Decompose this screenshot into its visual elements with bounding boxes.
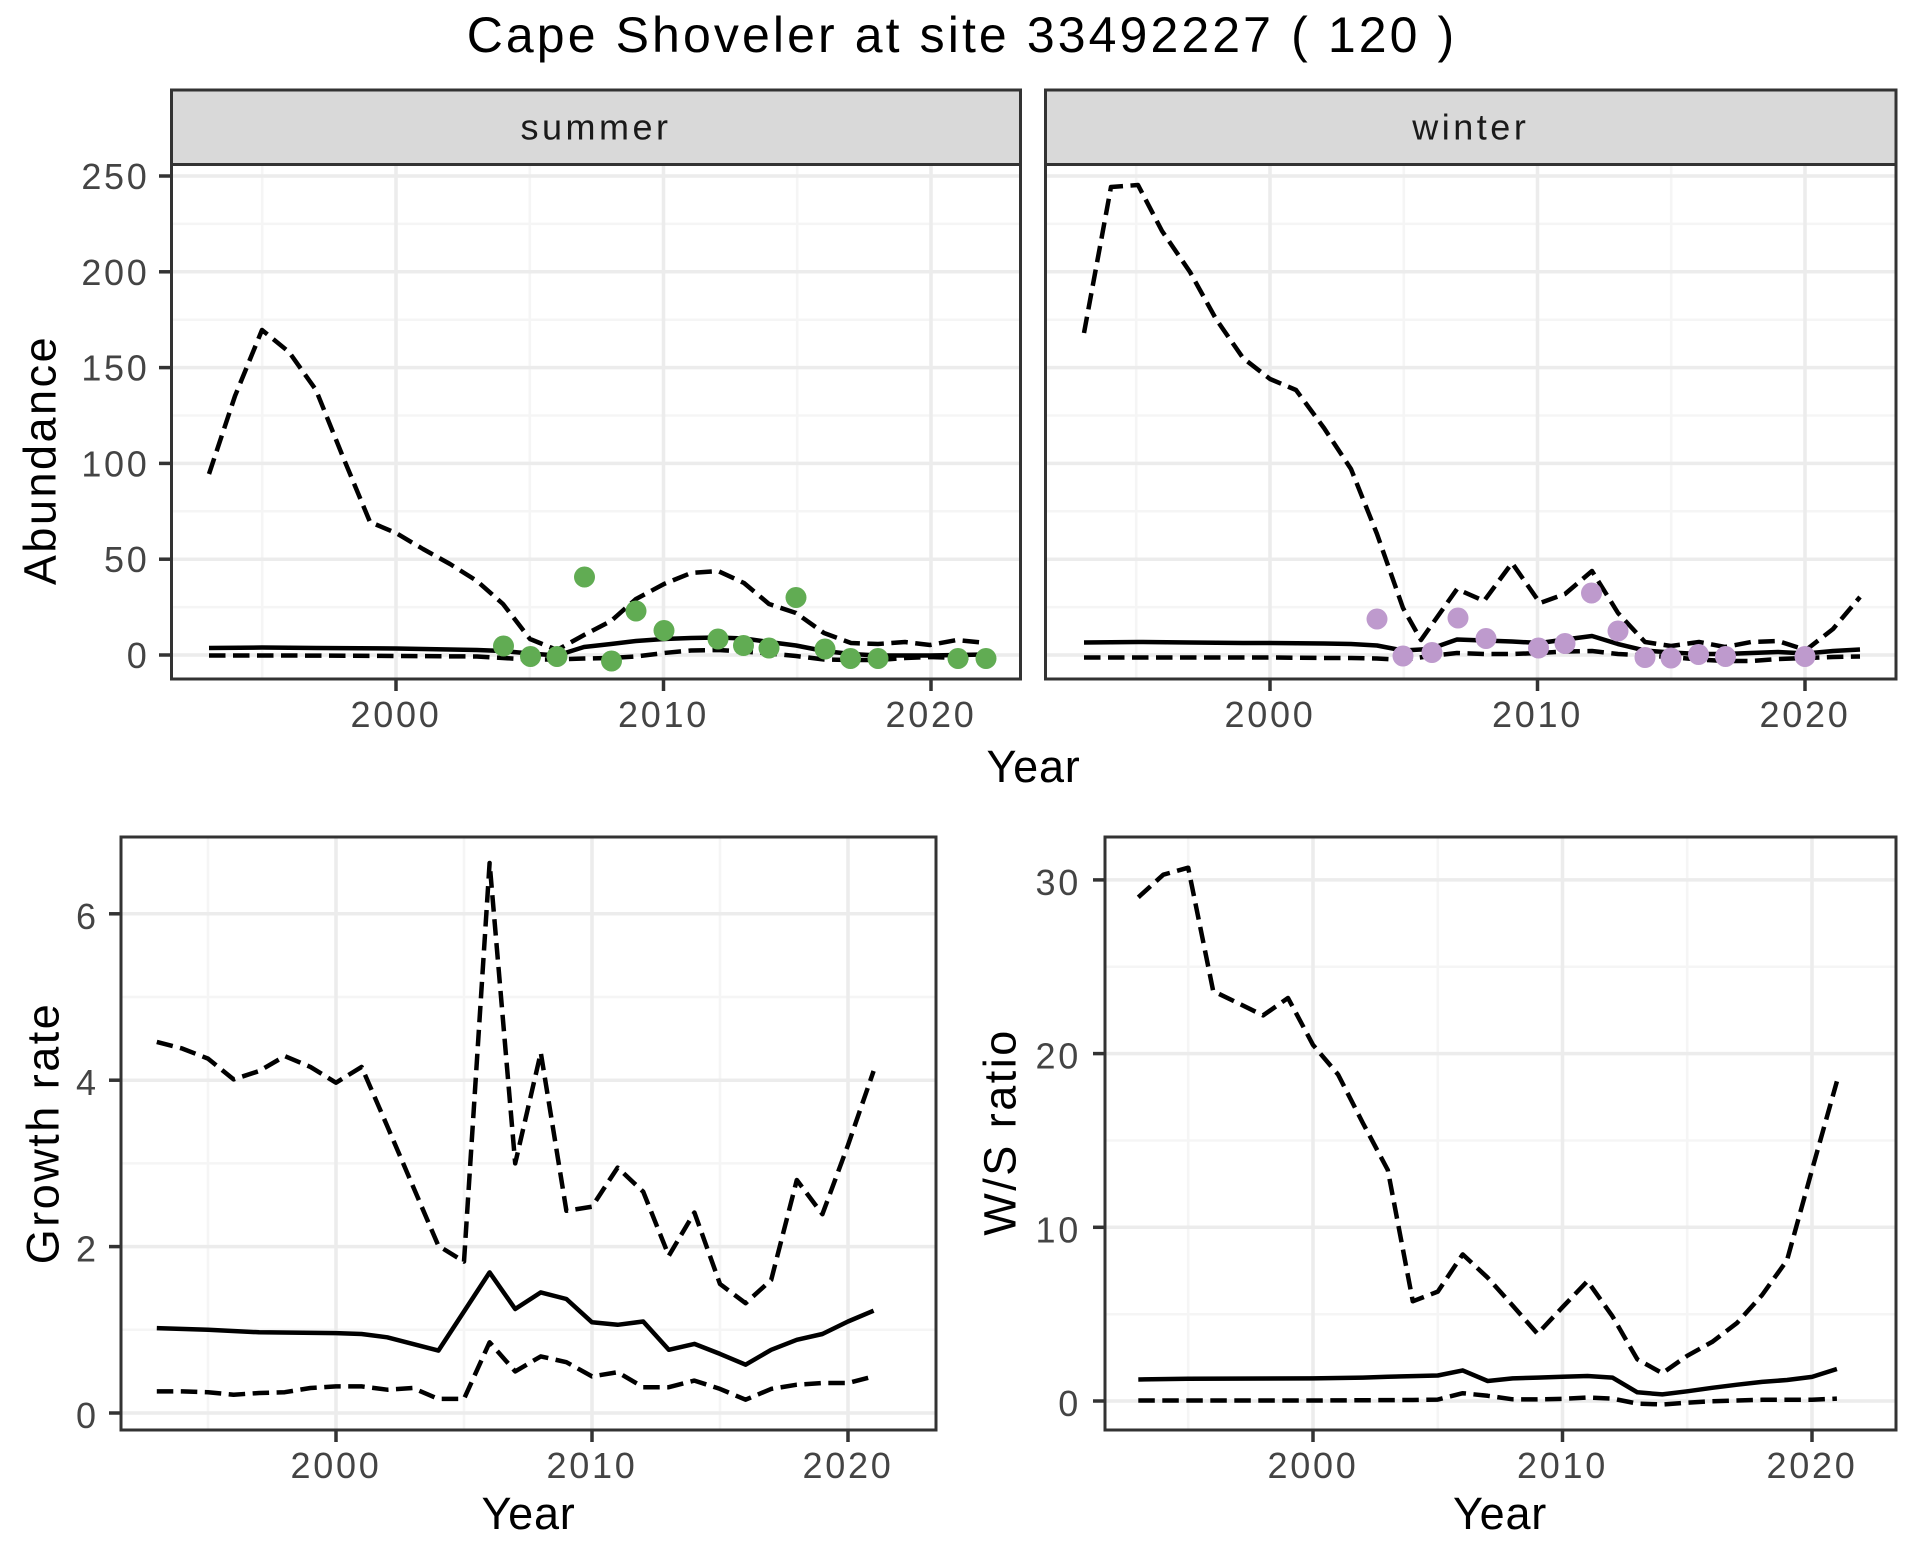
svg-text:Year: Year [481,1488,575,1539]
svg-text:2010: 2010 [1492,694,1583,735]
svg-text:winter: winter [1411,107,1529,148]
svg-text:2020: 2020 [886,694,977,735]
svg-text:Growth rate: Growth rate [18,1002,69,1265]
svg-text:2010: 2010 [1517,1445,1608,1486]
svg-text:2000: 2000 [291,1445,382,1486]
svg-text:2020: 2020 [803,1445,894,1486]
svg-text:Cape Shoveler at site 33492227: Cape Shoveler at site 33492227 ( 120 ) [467,7,1458,63]
svg-text:2000: 2000 [1268,1445,1359,1486]
svg-text:0: 0 [1058,1383,1081,1424]
svg-text:Year: Year [986,741,1080,792]
svg-text:2010: 2010 [547,1445,638,1486]
svg-text:20: 20 [1036,1036,1081,1077]
svg-text:W/S ratio: W/S ratio [975,1028,1026,1236]
svg-text:summer: summer [520,107,671,148]
svg-text:Year: Year [1453,1488,1547,1539]
svg-text:2: 2 [76,1229,96,1270]
svg-text:2020: 2020 [1760,694,1851,735]
svg-text:150: 150 [81,348,149,389]
svg-text:100: 100 [81,443,149,484]
svg-text:2000: 2000 [351,694,442,735]
svg-text:250: 250 [81,156,149,197]
svg-text:10: 10 [1036,1209,1081,1250]
svg-text:2000: 2000 [1225,694,1316,735]
svg-text:2020: 2020 [1767,1445,1858,1486]
svg-text:Abundance: Abundance [15,335,66,585]
svg-text:6: 6 [76,896,96,937]
svg-text:4: 4 [76,1062,96,1103]
svg-text:2010: 2010 [618,694,709,735]
svg-text:0: 0 [76,1395,96,1436]
svg-text:200: 200 [81,252,149,293]
svg-text:0: 0 [127,635,150,676]
svg-text:30: 30 [1036,862,1081,903]
svg-text:50: 50 [104,539,149,580]
